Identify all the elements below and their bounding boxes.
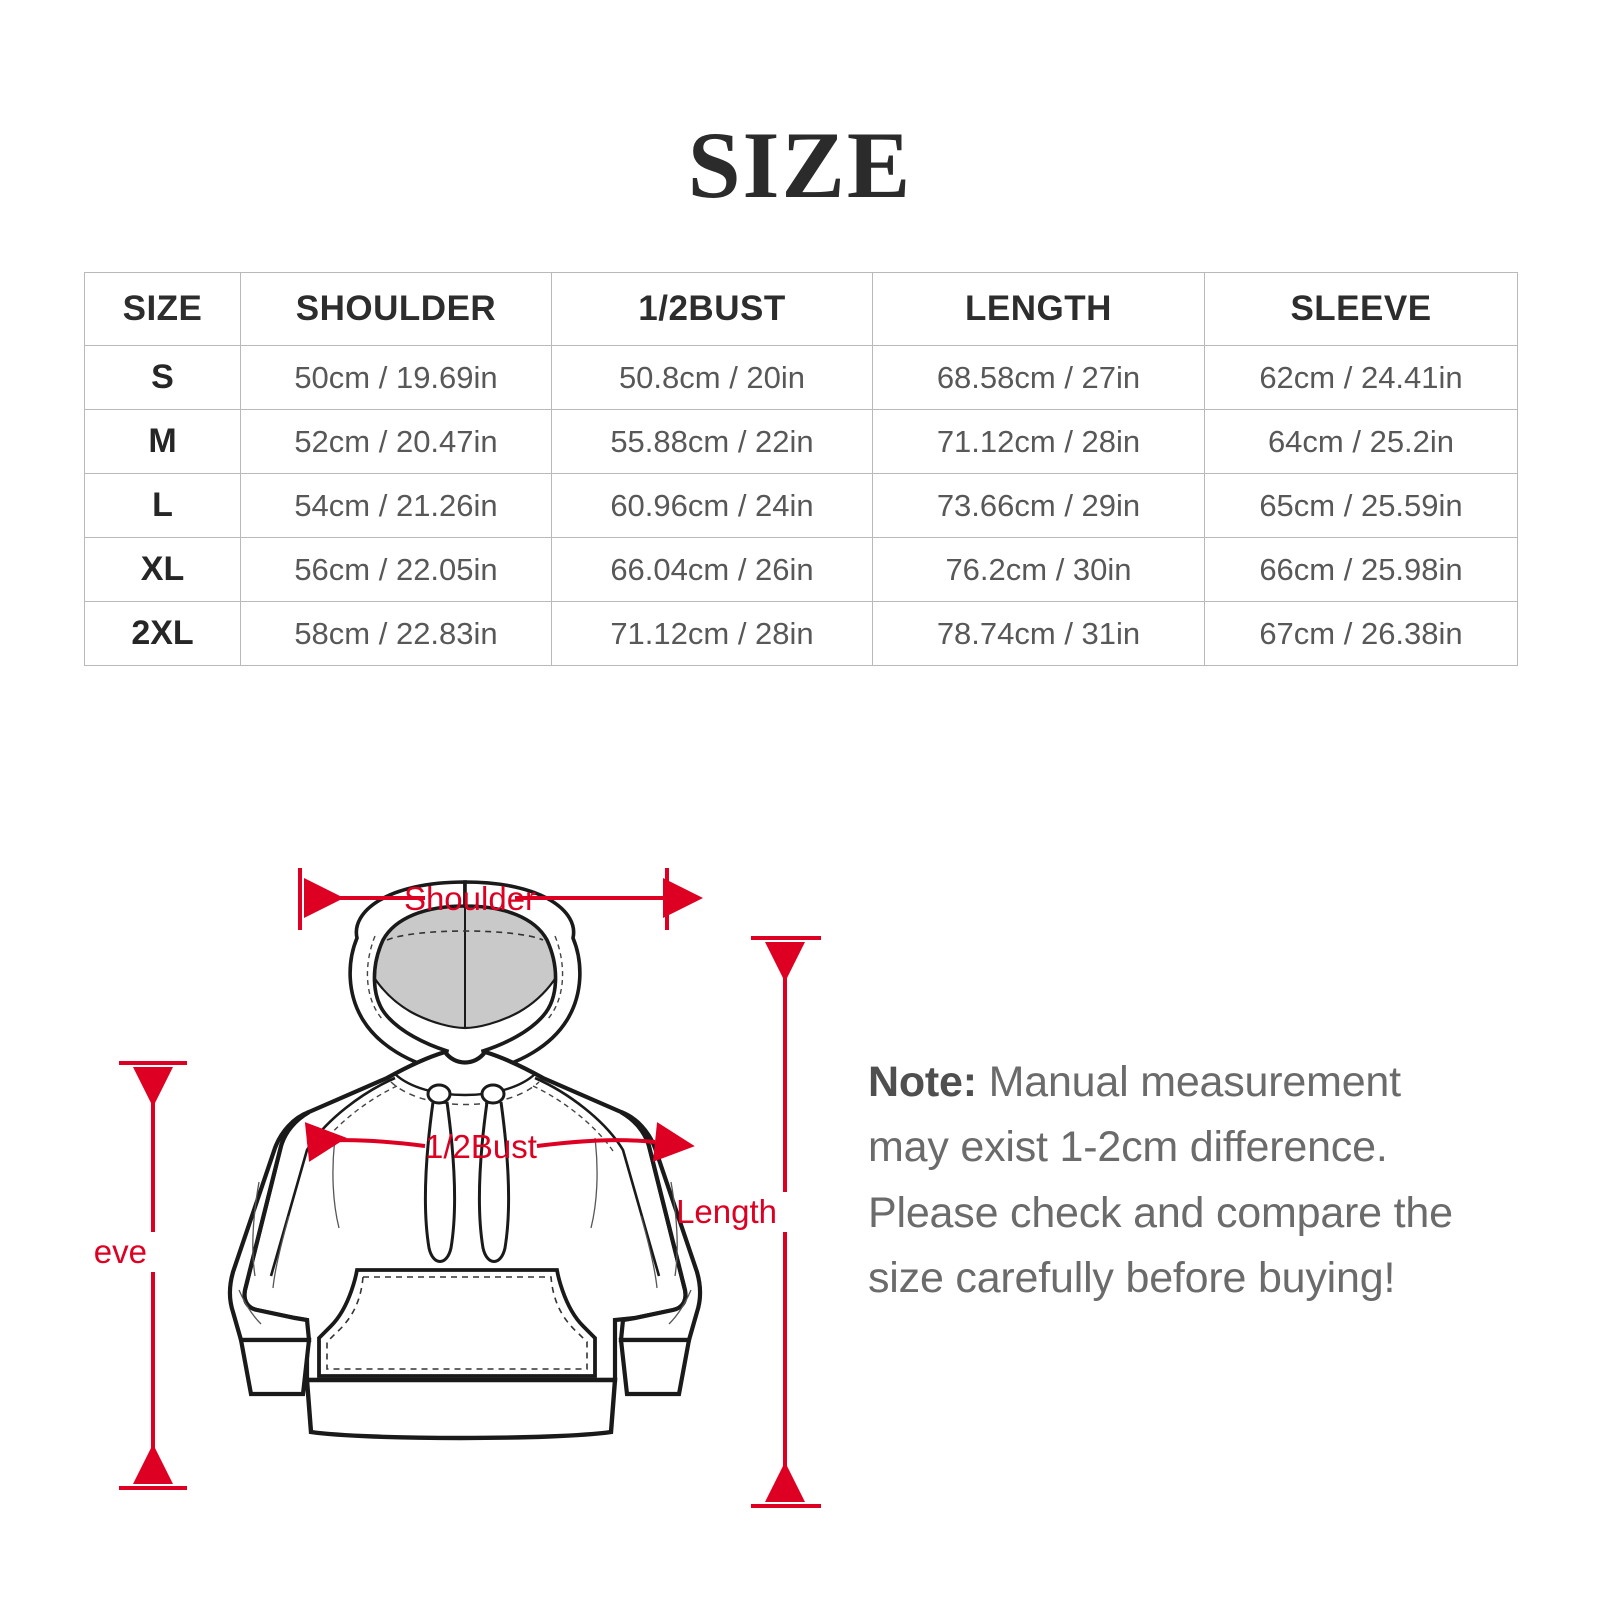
cell-length: 73.66cm / 29in xyxy=(872,473,1205,538)
hood-stitch-right xyxy=(546,935,564,1021)
cell-bust: 55.88cm / 22in xyxy=(551,409,873,474)
column-header-bust: 1/2BUST xyxy=(551,272,873,346)
hoodie-garment-drawing xyxy=(227,880,703,1441)
sleeve-left xyxy=(227,1110,312,1343)
hoodie-illustration: Shoulder 1/2Bust Sleeve Length xyxy=(95,868,821,1508)
cell-size: 2XL xyxy=(84,601,241,666)
kangaroo-pocket xyxy=(317,1268,597,1378)
cell-bust: 60.96cm / 24in xyxy=(551,473,873,538)
cell-size: S xyxy=(84,345,241,410)
cell-size: M xyxy=(84,409,241,474)
cell-sleeve: 62cm / 24.41in xyxy=(1204,345,1518,410)
drawstring-right xyxy=(478,1101,510,1263)
sleeve-left-raglan-stitch xyxy=(314,1085,398,1155)
cell-size: L xyxy=(84,473,241,538)
sleeve-left-fold-2 xyxy=(272,1215,290,1289)
bust-arrow-right xyxy=(536,1122,695,1162)
cell-shoulder: 56cm / 22.05in xyxy=(240,537,552,602)
measurement-annotations: Shoulder 1/2Bust Sleeve Length xyxy=(95,868,821,1508)
grommet-left xyxy=(426,1083,452,1105)
hood-outer-left xyxy=(348,880,467,1073)
cell-shoulder: 52cm / 20.47in xyxy=(240,409,552,474)
cell-shoulder: 58cm / 22.83in xyxy=(240,601,552,666)
sleeve-right-raglan-stitch xyxy=(532,1085,616,1155)
sleeve-left-fold-3 xyxy=(238,1289,262,1325)
cell-bust: 50.8cm / 20in xyxy=(551,345,873,410)
table-row: L 54cm / 21.26in 60.96cm / 24in 73.66cm … xyxy=(84,473,1518,538)
kangaroo-pocket-stitch xyxy=(326,1276,588,1370)
grommet-right xyxy=(480,1083,506,1105)
cell-sleeve: 64cm / 25.2in xyxy=(1204,409,1518,474)
table-row: M 52cm / 20.47in 55.88cm / 22in 71.12cm … xyxy=(84,409,1518,474)
cell-length: 71.12cm / 28in xyxy=(872,409,1205,474)
bust-arrow-left xyxy=(304,1122,426,1162)
column-header-sleeve: SLEEVE xyxy=(1204,272,1518,346)
cell-size: XL xyxy=(84,537,241,602)
cuff-left xyxy=(238,1337,312,1397)
cell-bust: 71.12cm / 28in xyxy=(551,601,873,666)
sleeve-right-fold-3 xyxy=(668,1289,692,1325)
torso-fold-right xyxy=(590,1137,598,1229)
bust-label: 1/2Bust xyxy=(425,1128,537,1165)
sleeve-label: Sleeve xyxy=(95,1233,147,1270)
sleeve-left-fold-1 xyxy=(252,1181,260,1277)
cell-shoulder: 50cm / 19.69in xyxy=(240,345,552,410)
drawstring-left xyxy=(424,1101,456,1263)
cell-length: 78.74cm / 31in xyxy=(872,601,1205,666)
cuff-right xyxy=(618,1337,692,1397)
neckline-seam xyxy=(394,1073,536,1097)
note-text: Manual measurement may exist 1-2cm diffe… xyxy=(868,1058,1453,1303)
column-header-length: LENGTH xyxy=(872,272,1205,346)
neckline-stitch xyxy=(390,1081,540,1106)
cell-length: 76.2cm / 30in xyxy=(872,537,1205,602)
page-title: SIZE xyxy=(687,112,913,218)
cell-shoulder: 54cm / 21.26in xyxy=(240,473,552,538)
column-header-shoulder: SHOULDER xyxy=(240,272,552,346)
sleeve-right-raglan-seam xyxy=(534,1076,661,1277)
note-label: Note: xyxy=(868,1058,977,1106)
hood-lining-stitch xyxy=(386,930,544,941)
length-label: Length xyxy=(676,1193,777,1230)
table-row: S 50cm / 19.69in 50.8cm / 20in 68.58cm /… xyxy=(84,345,1518,410)
cell-sleeve: 67cm / 26.38in xyxy=(1204,601,1518,666)
table-header-row: SIZE SHOULDER 1/2BUST LENGTH SLEEVE xyxy=(84,272,1518,346)
cell-length: 68.58cm / 27in xyxy=(872,345,1205,410)
measurement-diagram: Shoulder 1/2Bust Sleeve Length xyxy=(0,780,1600,1540)
sleeve-right-fold-1 xyxy=(670,1181,678,1277)
shoulder-label: Shoulder xyxy=(404,880,536,917)
hood-outer-right xyxy=(463,880,582,1073)
table-row: 2XL 58cm / 22.83in 71.12cm / 28in 78.74c… xyxy=(84,601,1518,666)
cell-bust: 66.04cm / 26in xyxy=(551,537,873,602)
waistband-hem xyxy=(304,1377,618,1441)
hood-stitch-left xyxy=(366,935,384,1021)
cell-sleeve: 65cm / 25.59in xyxy=(1204,473,1518,538)
table-row: XL 56cm / 22.05in 66.04cm / 26in 76.2cm … xyxy=(84,537,1518,602)
size-table-container: SIZE SHOULDER 1/2BUST LENGTH SLEEVE S 50… xyxy=(84,272,1518,666)
size-table: SIZE SHOULDER 1/2BUST LENGTH SLEEVE S 50… xyxy=(84,272,1518,666)
cell-sleeve: 66cm / 25.98in xyxy=(1204,537,1518,602)
note-block: Note: Manual measurement may exist 1-2cm… xyxy=(868,1050,1488,1311)
sleeve-right-fold-2 xyxy=(640,1215,658,1289)
column-header-size: SIZE xyxy=(84,272,241,346)
